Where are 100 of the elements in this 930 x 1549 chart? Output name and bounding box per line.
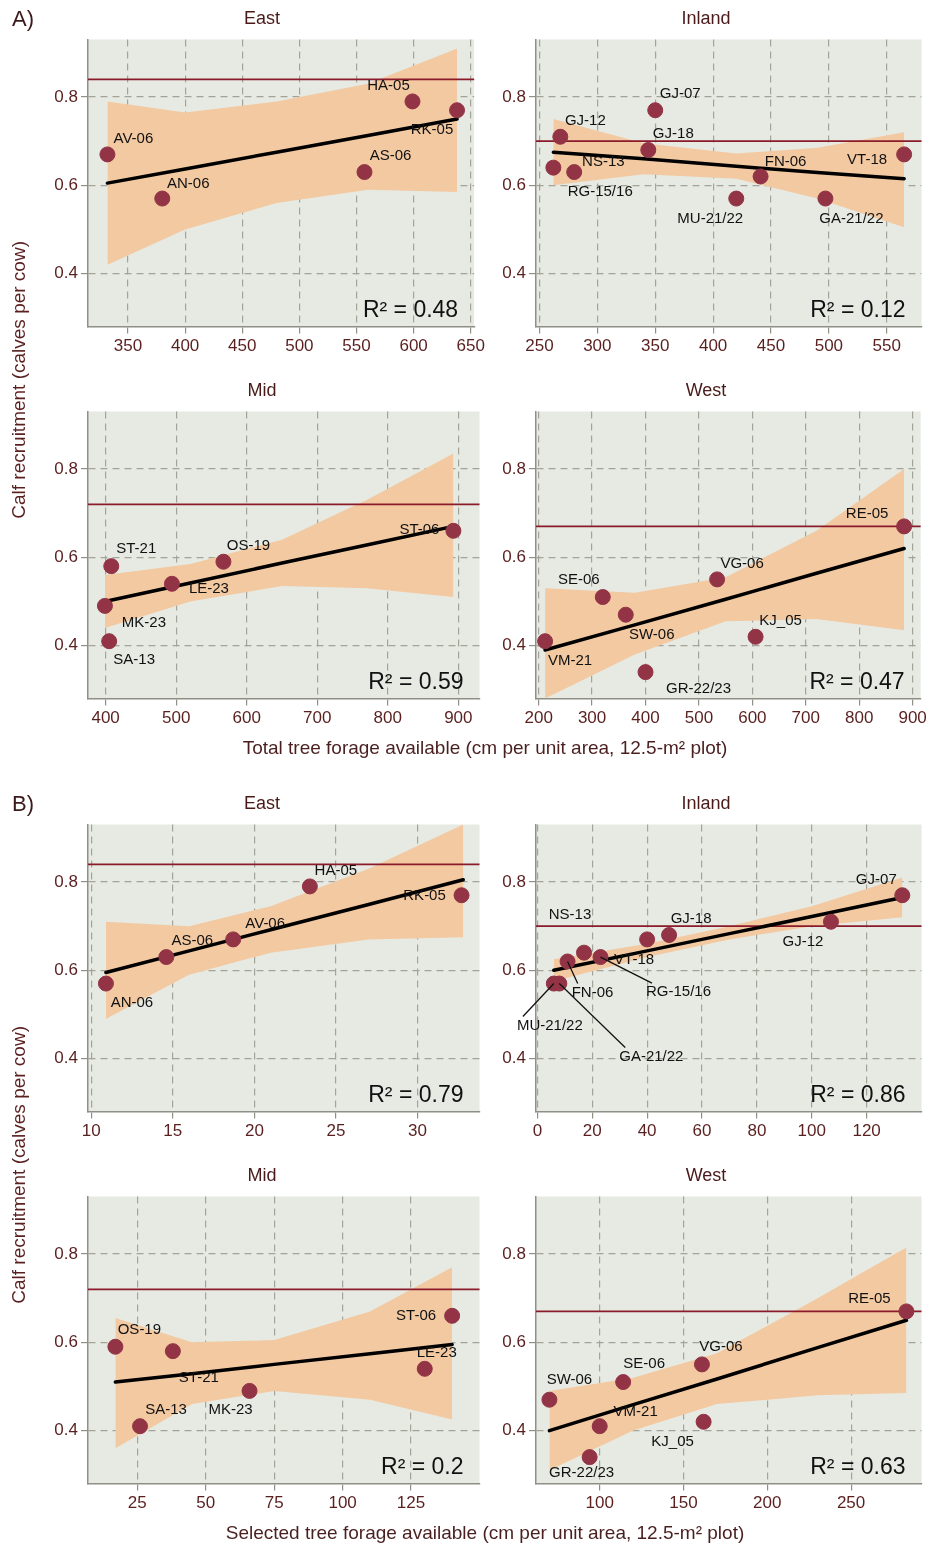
annotation: HA-05 [314, 860, 358, 878]
x-tick-label: 400 [170, 336, 200, 356]
annotation: R² = 0.47 [809, 667, 905, 694]
point [164, 1343, 181, 1360]
point [576, 944, 593, 961]
y-axis-title: Calf recruitment (calves per cow) [8, 241, 30, 519]
annotation: AN-06 [167, 173, 210, 191]
point [591, 1418, 608, 1435]
annotation: KJ_05 [651, 1431, 694, 1449]
point [559, 953, 576, 970]
y-tick-label: 0.8 [54, 86, 78, 106]
annotation: LE-23 [188, 578, 229, 596]
point [453, 887, 470, 904]
annotation: AN-06 [110, 992, 154, 1010]
annotation: SW-06 [546, 1369, 593, 1387]
point [693, 1356, 710, 1373]
point [97, 975, 114, 992]
x-tick-label: 450 [228, 336, 257, 356]
annotation: GA-21/22 [819, 208, 884, 226]
y-tick-label: 0.4 [502, 1048, 526, 1068]
chart-title: East [243, 792, 281, 813]
x-tick-label: 900 [444, 708, 473, 728]
annotation: GJ-07 [855, 870, 897, 888]
annotation: R² = 0.12 [810, 295, 906, 322]
chart-title: Inland [681, 7, 731, 28]
x-tick-label: 800 [373, 708, 402, 728]
point [709, 571, 726, 588]
y-tick-label: 0.8 [54, 1243, 78, 1263]
annotation: GJ-07 [659, 84, 701, 102]
annotation: SA-13 [145, 1400, 187, 1418]
point [752, 168, 769, 185]
point [444, 1307, 461, 1324]
y-tick-label: 0.4 [54, 635, 78, 655]
y-tick-label: 0.8 [502, 871, 526, 891]
annotation: RG-15/16 [567, 182, 633, 200]
x-tick-label: 60 [692, 1121, 712, 1141]
y-tick-label: 0.6 [54, 1332, 78, 1351]
annotation: MK-23 [208, 1400, 253, 1418]
annotation: AV-06 [113, 128, 154, 146]
point [445, 522, 462, 539]
point [356, 164, 373, 181]
annotation: GJ-18 [652, 124, 694, 142]
point [215, 553, 232, 570]
x-tick-label: 125 [396, 1493, 426, 1513]
x-tick-label: 350 [641, 336, 670, 356]
point [404, 93, 421, 110]
point [301, 878, 318, 895]
text: A) [12, 6, 34, 32]
point [101, 633, 118, 650]
point [615, 1374, 632, 1391]
point [747, 628, 764, 645]
annotation: LE-23 [416, 1342, 457, 1360]
y-tick-label: 0.6 [502, 960, 526, 979]
point [617, 606, 634, 623]
y-tick-label: 0.6 [54, 547, 78, 566]
annotation: R² = 0.86 [810, 1080, 906, 1107]
annotation: FN-06 [764, 151, 807, 169]
annotation: GA-21/22 [619, 1046, 684, 1064]
x-tick-label: 500 [684, 708, 714, 728]
point [158, 949, 175, 966]
annotation: SE-06 [623, 1354, 666, 1372]
annotation: AV-06 [245, 913, 286, 931]
y-tick-label: 0.4 [54, 263, 78, 283]
y-axis-title: Calf recruitment (calves per cow) [8, 1026, 30, 1304]
y-tick-label: 0.4 [502, 263, 526, 283]
point [96, 597, 113, 614]
point [728, 190, 745, 207]
annotation: R² = 0.79 [368, 1080, 464, 1107]
chart-title: Mid [247, 1164, 277, 1185]
annotation: GJ-18 [670, 909, 712, 927]
point [566, 164, 583, 181]
point [822, 913, 839, 930]
x-tick-label: 100 [797, 1121, 826, 1141]
point [894, 887, 911, 904]
x-tick-label: 200 [753, 1493, 782, 1513]
point [552, 128, 569, 145]
x-tick-label: 450 [756, 336, 786, 356]
y-tick-label: 0.8 [502, 1243, 526, 1263]
point [537, 633, 554, 650]
annotation: SE-06 [557, 570, 600, 588]
x-tick-label: 200 [524, 708, 553, 728]
annotation: GJ-12 [782, 931, 824, 949]
point [163, 575, 180, 592]
annotation: ST-21 [116, 539, 157, 557]
y-tick-label: 0.8 [54, 871, 78, 891]
x-tick-label: 10 [81, 1121, 101, 1141]
chart-title: West [685, 379, 727, 400]
x-tick-label: 400 [698, 336, 728, 356]
annotation: SW-06 [628, 624, 675, 642]
annotation: VT-18 [847, 149, 888, 167]
point [132, 1418, 149, 1435]
x-tick-label: 700 [303, 708, 332, 728]
point [594, 589, 611, 606]
x-tick-label: 100 [585, 1493, 614, 1513]
point [898, 1303, 915, 1320]
x-tick-label: 15 [163, 1121, 183, 1141]
annotation: OS-19 [226, 535, 271, 553]
annotation: SA-13 [113, 650, 156, 668]
annotation: R² = 0.63 [810, 1452, 906, 1479]
point [639, 931, 656, 948]
